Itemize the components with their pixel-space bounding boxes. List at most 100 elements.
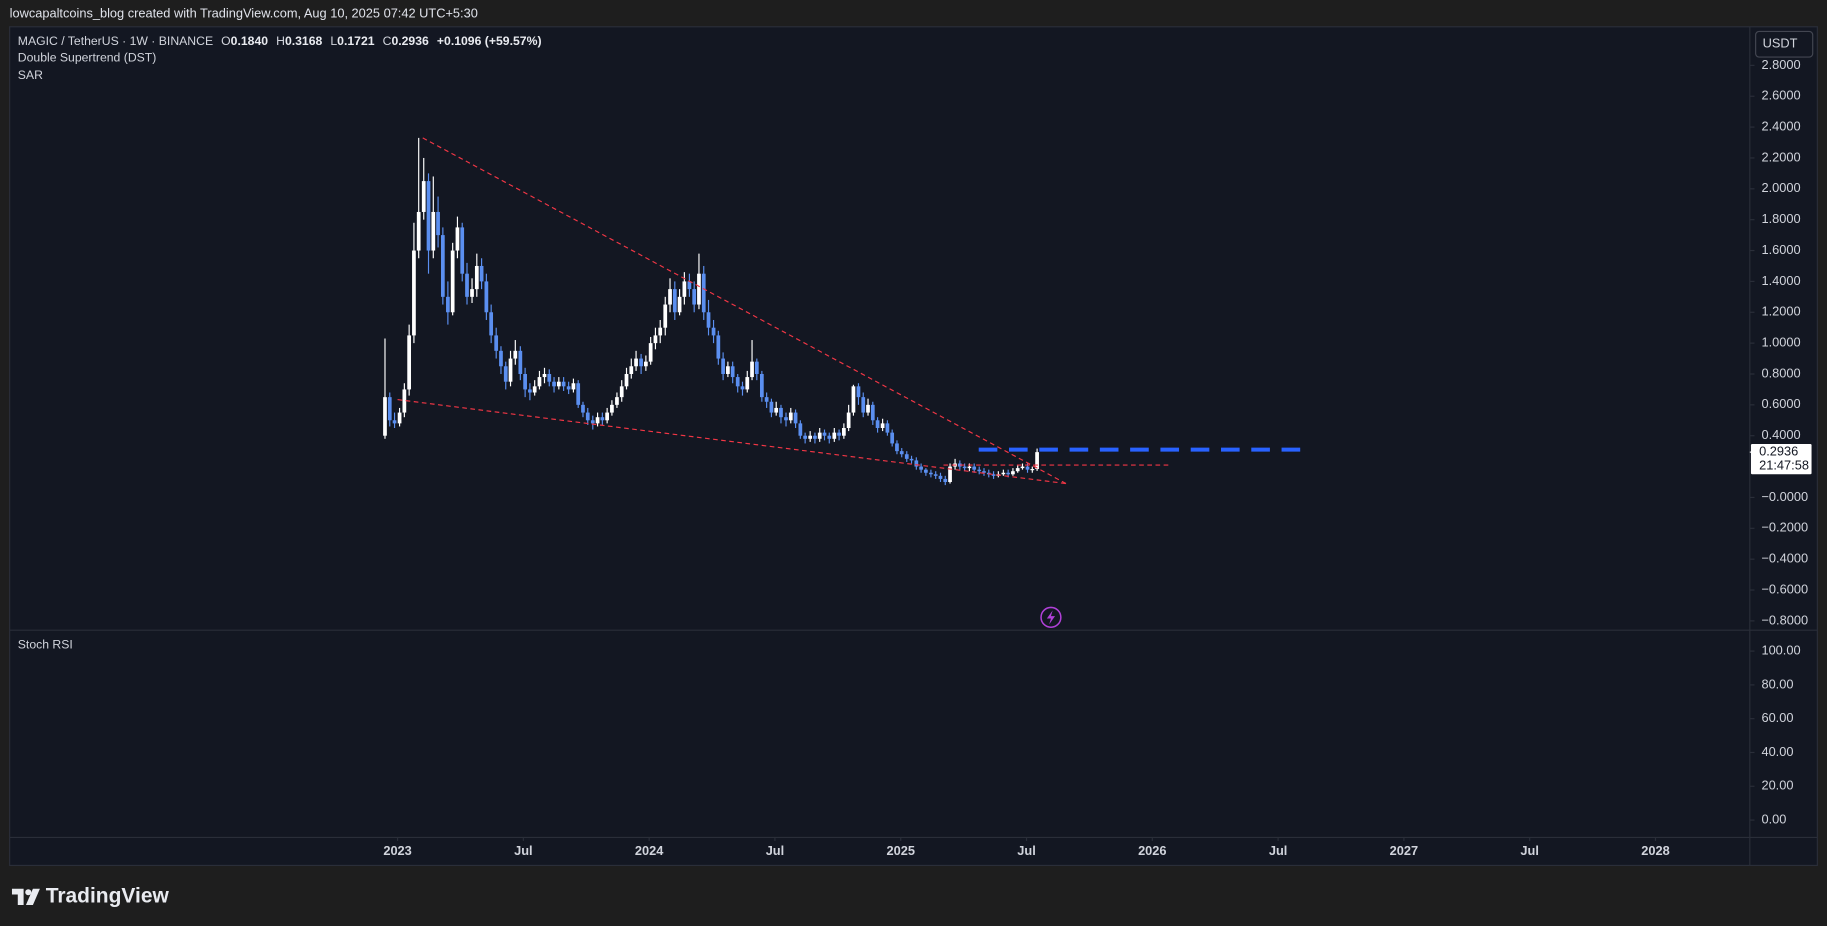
symbol: MAGIC / TetherUS · 1W · BINANCE — [18, 34, 213, 48]
y-tick-label: 1.2000 — [1761, 304, 1800, 319]
y-tick-label: 0.00 — [1761, 811, 1786, 826]
y-tick-label: 2.4000 — [1761, 118, 1800, 133]
candle-body — [692, 289, 697, 305]
candle-body — [870, 404, 875, 421]
candle-body — [615, 397, 619, 405]
candle-body — [914, 460, 919, 467]
candle-body — [508, 358, 513, 382]
candle-body — [895, 443, 899, 452]
candle-body — [590, 420, 595, 424]
candle-body — [972, 466, 977, 470]
candle-body — [682, 281, 687, 297]
candle-body — [556, 381, 561, 387]
y-tick-label: −0.4000 — [1761, 551, 1808, 566]
candle-body — [706, 312, 711, 328]
candle-body — [1030, 469, 1035, 471]
logo-text[interactable]: TradingView — [46, 884, 170, 907]
logo-mark[interactable] — [25, 888, 40, 906]
candle-body — [977, 469, 982, 472]
x-tick-label: Jul — [1520, 843, 1539, 858]
currency-box[interactable] — [1755, 30, 1814, 58]
candle-body — [455, 227, 460, 251]
y-tick-label: 60.00 — [1761, 710, 1793, 725]
ohlc-label: C — [383, 34, 392, 48]
alert-icon[interactable] — [1040, 606, 1062, 628]
candle-body — [735, 377, 740, 387]
countdown: 21:47:58 — [1759, 458, 1809, 473]
candle-body — [474, 265, 479, 290]
y-tick-label: −0.6000 — [1761, 581, 1808, 596]
candle-body — [938, 475, 943, 479]
candle-body — [745, 377, 750, 390]
x-tick-label: 2024 — [635, 843, 664, 858]
last-price-box — [1750, 443, 1812, 475]
candle-body — [943, 478, 948, 483]
candle-body — [585, 412, 590, 421]
y-tick-label: 1.4000 — [1761, 273, 1800, 288]
x-tick-label: 2027 — [1390, 843, 1418, 858]
ohlc-label: H — [276, 34, 285, 48]
candle-body — [663, 304, 668, 328]
candle-body — [619, 386, 624, 398]
candle-body — [924, 469, 928, 473]
candle-body — [798, 423, 803, 436]
candle-body — [566, 386, 571, 390]
logo-mark[interactable] — [25, 889, 32, 896]
candle-body — [537, 377, 542, 387]
candle-body — [610, 404, 614, 413]
candle-body — [648, 343, 653, 362]
candle-body — [542, 373, 547, 378]
candle-body — [750, 361, 754, 378]
main-plot — [383, 137, 1301, 486]
candle-body — [803, 435, 807, 439]
legend: MAGIC / TetherUS · 1W · BINANCE O0.1840 … — [18, 34, 542, 48]
logo-mark[interactable] — [11, 888, 24, 906]
last-price: 0.2936 — [1759, 444, 1798, 459]
candle-body — [793, 412, 798, 424]
candle-body — [880, 423, 885, 428]
indicator-label[interactable]: Double Supertrend (DST) — [18, 50, 157, 64]
footer-logo[interactable]: TradingView — [11, 884, 170, 907]
y-tick-label: 0.8000 — [1761, 365, 1800, 380]
indicator-title[interactable]: Stoch RSI — [18, 638, 73, 652]
candle-body — [576, 383, 581, 405]
x-tick-label: 2026 — [1138, 843, 1166, 858]
x-tick-label: 2023 — [383, 843, 411, 858]
candle-body — [1035, 452, 1039, 470]
candle-body — [759, 373, 764, 398]
candle-body — [822, 432, 827, 436]
candle-body — [842, 427, 846, 436]
candle-body — [701, 273, 706, 313]
candle-body — [446, 296, 450, 313]
candle-body — [851, 386, 856, 413]
candle-body — [503, 366, 508, 382]
currency-label[interactable]: USDT — [1763, 36, 1798, 51]
candle-body — [672, 289, 677, 313]
candle-body — [813, 435, 817, 439]
candle-body — [470, 289, 474, 297]
candle-body — [808, 435, 813, 439]
y-tick-label: 1.0000 — [1761, 335, 1800, 350]
candle-body — [929, 472, 933, 475]
candle-body — [532, 386, 537, 393]
candle-body — [740, 386, 745, 390]
candle-body — [489, 312, 494, 336]
x-tick-label: Jul — [1269, 843, 1288, 858]
change: +0.1096 (+59.57%) — [437, 34, 542, 48]
alert-bolt[interactable] — [1046, 610, 1056, 625]
candle-body — [764, 397, 769, 402]
indicator-label[interactable]: SAR — [18, 68, 43, 82]
candle-body — [494, 335, 499, 351]
y-tick-label: 2.0000 — [1761, 180, 1800, 195]
candle-body — [440, 235, 445, 297]
y-tick-label: 0.4000 — [1761, 427, 1800, 442]
x-tick-label: 2025 — [886, 843, 914, 858]
alert-circle[interactable] — [1040, 606, 1062, 628]
candle-body — [1006, 472, 1011, 475]
candle-body — [846, 412, 851, 428]
candle-body — [904, 454, 909, 459]
candle-body — [436, 211, 440, 236]
candle-body — [595, 417, 600, 424]
candle-body — [479, 265, 484, 282]
